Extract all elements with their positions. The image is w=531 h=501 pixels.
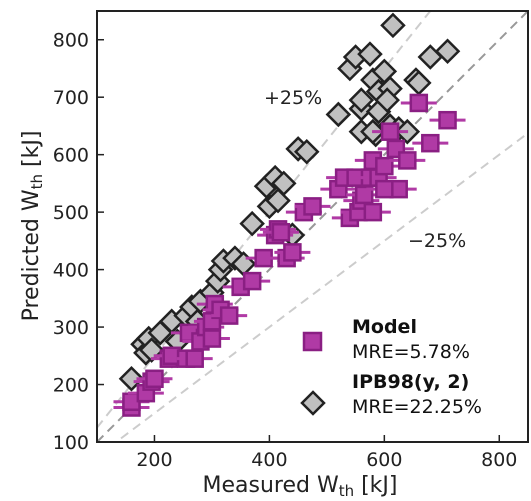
legend-model-name: Model: [352, 316, 417, 338]
x-axis-label: Measured Wth [kJ]: [203, 473, 398, 500]
y-tick-label: 400: [53, 260, 89, 282]
point-ipb98: [325, 101, 352, 128]
legend-ipb98-marker: [300, 390, 326, 416]
x-axis-label-main: Measured W: [203, 473, 339, 498]
y-tick-label: 700: [53, 87, 89, 109]
y-tick-label: 800: [53, 30, 89, 52]
point-model: [409, 93, 429, 113]
point-model: [375, 156, 394, 176]
point-model: [202, 329, 222, 348]
point-ipb98: [380, 12, 406, 39]
point-model: [398, 151, 417, 170]
legend-ipb98-mre: MRE=22.25%: [352, 396, 482, 418]
y-axis-label-unit: [kJ]: [19, 131, 44, 174]
y-tick-label: 100: [53, 432, 89, 454]
legend-model-marker: [302, 331, 323, 352]
point-model: [438, 110, 457, 130]
y-tick-label: 200: [53, 375, 89, 397]
point-ipb98: [293, 139, 320, 165]
point-ipb98: [357, 41, 383, 67]
point-ipb98: [434, 38, 461, 64]
plot-frame: [96, 10, 529, 443]
legend: Model MRE=5.78% IPB98(y, 2) MRE=22.25%: [300, 316, 482, 418]
legend-model-mre: MRE=5.78%: [352, 341, 470, 363]
legend-ipb98-name: IPB98(y, 2): [352, 371, 469, 393]
y-tick-label: 600: [53, 145, 89, 167]
x-tick-label: 400: [251, 449, 287, 471]
point-ipb98: [374, 87, 400, 113]
y-tick-label: 300: [53, 317, 89, 339]
point-model: [283, 243, 302, 262]
x-tick-label: 600: [366, 449, 402, 471]
point-model: [421, 133, 440, 153]
annotation-minus-25: −25%: [408, 230, 466, 252]
y-axis-ticks: 100 200 300 400 500 600 700 800: [53, 30, 104, 454]
reference-line-0: [97, 11, 528, 442]
y-axis-label: Predicted Wth [kJ]: [19, 131, 46, 322]
point-ipb98: [348, 87, 375, 113]
y-axis-label-main: Predicted W: [19, 189, 44, 321]
x-tick-label: 800: [481, 449, 517, 471]
point-model: [185, 349, 204, 368]
x-axis-ticks: 200 400 600 800: [136, 435, 517, 471]
point-model: [145, 369, 164, 389]
point-model: [219, 306, 239, 325]
y-axis-label-subscript: th: [28, 174, 46, 189]
point-model: [375, 179, 394, 199]
reference-lines: [97, 11, 528, 442]
point-model: [303, 197, 322, 216]
point-model: [242, 271, 262, 291]
point-model: [363, 202, 383, 222]
y-tick-label: 500: [53, 202, 89, 224]
data-points: [113, 12, 466, 417]
x-tick-label: 200: [136, 449, 172, 471]
point-model: [380, 122, 400, 141]
point-model: [271, 222, 291, 242]
point-ipb98: [270, 170, 297, 197]
annotation-plus-25: +25%: [264, 87, 322, 109]
point-ipb98: [239, 210, 265, 237]
x-axis-label-unit: [kJ]: [354, 473, 397, 498]
x-axis-label-subscript: th: [339, 482, 354, 500]
